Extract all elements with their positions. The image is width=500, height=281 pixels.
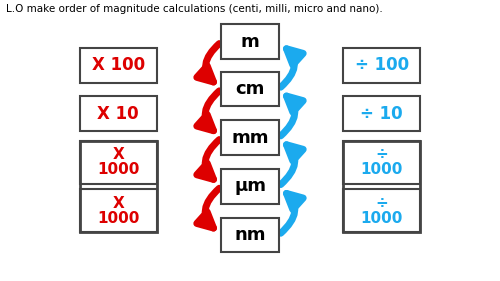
FancyBboxPatch shape xyxy=(222,218,278,253)
Text: nm: nm xyxy=(234,226,266,244)
FancyBboxPatch shape xyxy=(80,189,157,232)
Text: X
1000: X 1000 xyxy=(97,196,140,226)
FancyBboxPatch shape xyxy=(222,169,278,204)
FancyBboxPatch shape xyxy=(343,140,420,184)
FancyArrowPatch shape xyxy=(280,96,303,136)
Text: m: m xyxy=(240,33,260,51)
Text: ÷
1000: ÷ 1000 xyxy=(360,196,403,226)
Text: cm: cm xyxy=(236,80,264,98)
FancyBboxPatch shape xyxy=(343,189,420,232)
Text: ÷ 10: ÷ 10 xyxy=(360,105,403,123)
FancyArrowPatch shape xyxy=(197,44,220,82)
FancyBboxPatch shape xyxy=(222,72,278,106)
FancyArrowPatch shape xyxy=(197,188,220,228)
Text: X
1000: X 1000 xyxy=(97,147,140,177)
Text: X 100: X 100 xyxy=(92,56,145,74)
Text: L.O make order of magnitude calculations (centi, milli, micro and nano).: L.O make order of magnitude calculations… xyxy=(6,4,383,14)
Text: μm: μm xyxy=(234,177,266,195)
FancyBboxPatch shape xyxy=(222,24,278,59)
FancyBboxPatch shape xyxy=(343,96,420,131)
FancyArrowPatch shape xyxy=(280,193,303,233)
FancyBboxPatch shape xyxy=(222,120,278,155)
Text: ÷ 100: ÷ 100 xyxy=(354,56,409,74)
Text: ÷
1000: ÷ 1000 xyxy=(360,147,403,177)
FancyArrowPatch shape xyxy=(197,140,220,179)
FancyBboxPatch shape xyxy=(343,48,420,83)
FancyArrowPatch shape xyxy=(280,49,303,87)
FancyArrowPatch shape xyxy=(280,145,303,185)
FancyBboxPatch shape xyxy=(80,48,157,83)
FancyBboxPatch shape xyxy=(80,140,157,184)
Text: mm: mm xyxy=(231,129,269,147)
FancyArrowPatch shape xyxy=(197,91,220,131)
FancyBboxPatch shape xyxy=(80,96,157,131)
Text: X 10: X 10 xyxy=(98,105,139,123)
